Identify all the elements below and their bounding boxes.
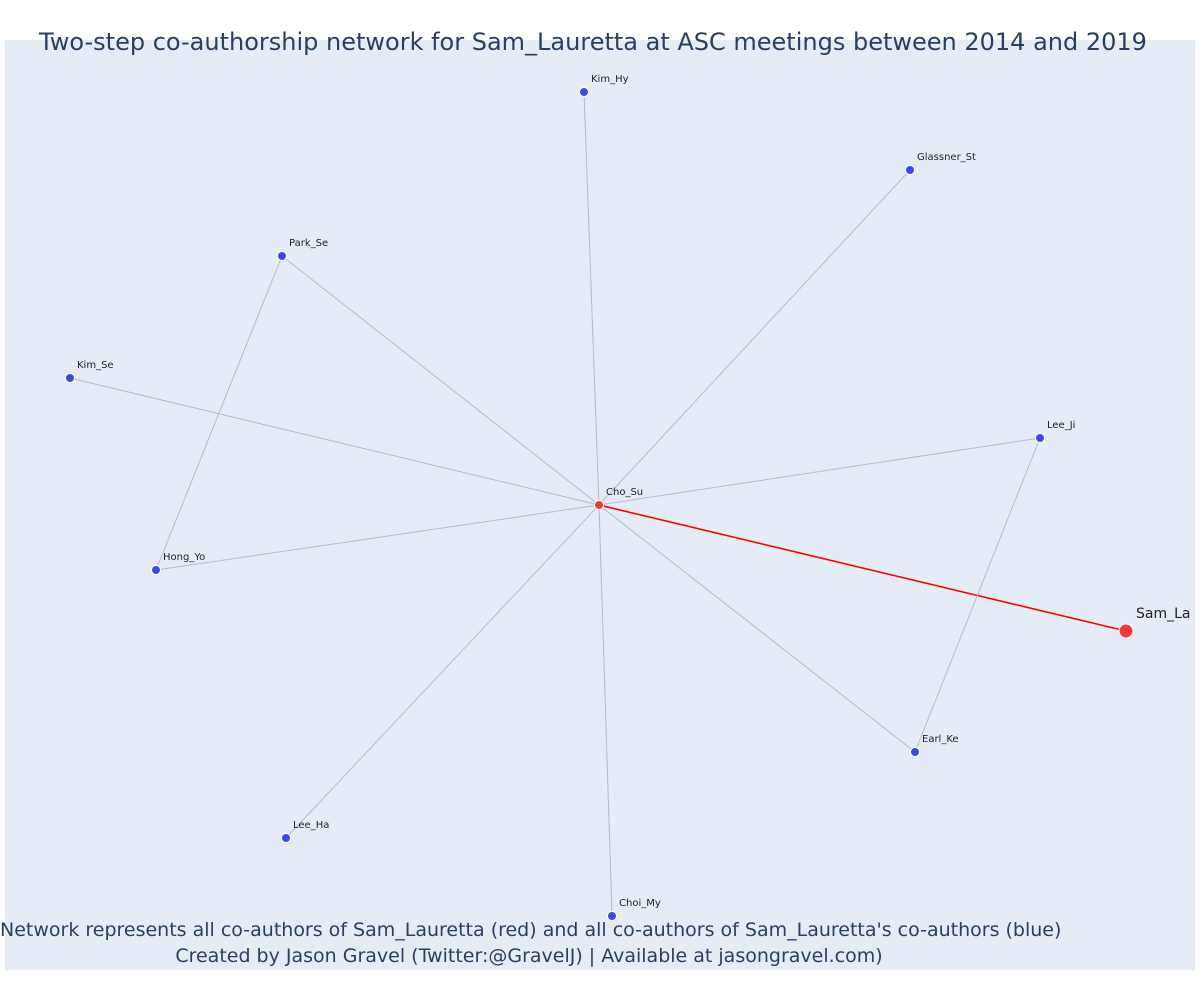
edge-cho-su-kim-se xyxy=(69,377,600,506)
node-kim-se[interactable] xyxy=(65,373,75,383)
edge-cho-su-lee-ji xyxy=(598,437,1041,506)
node-glassner-st[interactable] xyxy=(905,165,915,175)
node-label-lee-ha: Lee_Ha xyxy=(293,820,329,831)
edge-cho-su-park-se xyxy=(281,255,600,506)
node-label-sam-la: Sam_La xyxy=(1136,606,1190,622)
edge-lee-ji-earl-ke xyxy=(914,437,1041,753)
node-label-choi-my: Choi_My xyxy=(619,898,661,909)
chart-title: Two-step co-authorship network for Sam_L… xyxy=(39,28,1147,56)
node-label-hong-yo: Hong_Yo xyxy=(163,552,205,563)
edge-cho-su-kim-hy xyxy=(583,91,600,506)
footer-description: Network represents all co-authors of Sam… xyxy=(0,919,1062,941)
edge-cho-su-lee-ha xyxy=(285,504,600,839)
node-sam-la[interactable] xyxy=(1118,623,1134,639)
node-label-kim-hy: Kim_Hy xyxy=(591,74,629,85)
node-park-se[interactable] xyxy=(277,251,287,261)
edge-cho-su-choi-my xyxy=(598,504,613,917)
node-label-earl-ke: Earl_Ke xyxy=(922,734,959,745)
node-label-glassner-st: Glassner_St xyxy=(917,152,976,163)
edge-cho-su-sam-la xyxy=(598,504,1127,632)
node-choi-my[interactable] xyxy=(607,911,617,921)
edge-park-se-hong-yo xyxy=(155,255,283,571)
footer-credit: Created by Jason Gravel (Twitter:@Gravel… xyxy=(175,945,883,967)
node-label-cho-su: Cho_Su xyxy=(606,487,643,498)
node-kim-hy[interactable] xyxy=(579,87,589,97)
node-label-kim-se: Kim_Se xyxy=(77,360,114,371)
node-label-lee-ji: Lee_Ji xyxy=(1047,420,1075,431)
edge-cho-su-glassner-st xyxy=(598,169,911,506)
edge-cho-su-hong-yo xyxy=(155,504,600,571)
node-earl-ke[interactable] xyxy=(910,747,920,757)
node-label-park-se: Park_Se xyxy=(289,238,328,249)
node-lee-ji[interactable] xyxy=(1035,433,1045,443)
edge-cho-su-earl-ke xyxy=(598,504,916,753)
node-lee-ha[interactable] xyxy=(281,833,291,843)
node-hong-yo[interactable] xyxy=(151,565,161,575)
node-cho-su[interactable] xyxy=(594,500,604,510)
